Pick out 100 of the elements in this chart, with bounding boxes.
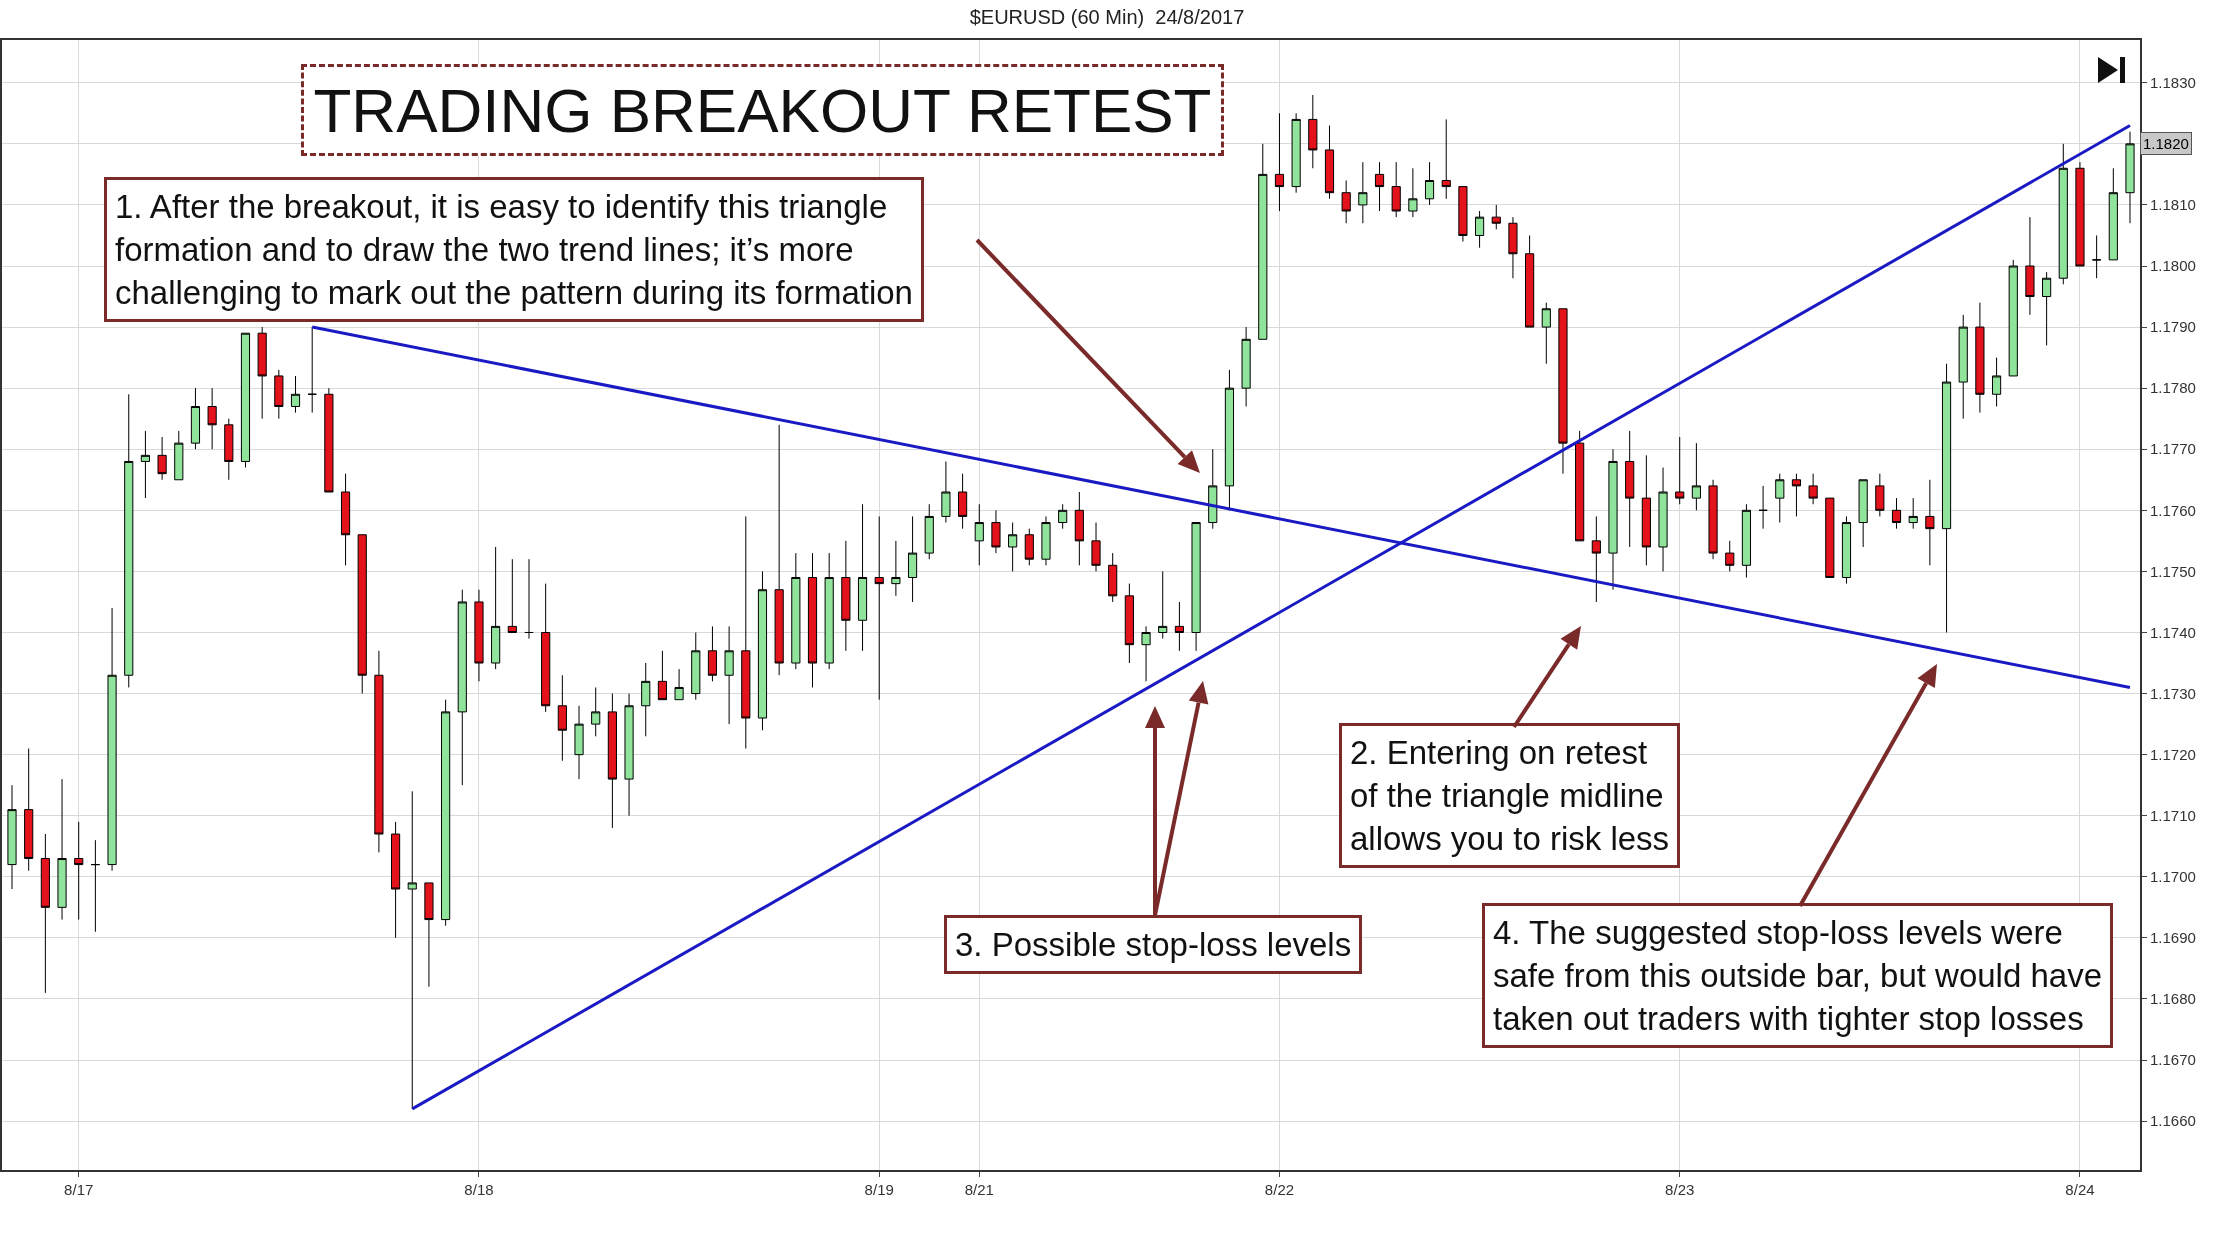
- candlestick: [541, 583, 551, 713]
- candlestick: [607, 693, 617, 829]
- candlestick: [824, 552, 834, 670]
- candlestick: [1625, 430, 1635, 548]
- candlestick: [1141, 625, 1151, 682]
- candlestick: [2042, 271, 2052, 346]
- candlestick: [407, 790, 417, 1110]
- candlestick: [441, 699, 451, 927]
- candlestick: [474, 589, 484, 682]
- candlestick: [1591, 515, 1601, 603]
- candlestick: [974, 503, 984, 566]
- candlestick: [941, 460, 951, 524]
- candlestick: [874, 515, 884, 701]
- y-tick-label: 1.1670: [2150, 1051, 2196, 1069]
- y-tick-label: 1.1730: [2150, 684, 2196, 702]
- y-tick-label: 1.1830: [2150, 74, 2196, 92]
- y-tick-label: 1.1660: [2150, 1112, 2196, 1130]
- candlestick: [1975, 302, 1985, 414]
- candlestick: [1108, 552, 1118, 603]
- candlestick: [1658, 467, 1668, 572]
- candlestick: [1041, 515, 1051, 566]
- candlestick: [1308, 94, 1318, 169]
- candlestick: [1675, 436, 1685, 505]
- candlestick: [1808, 473, 1818, 505]
- x-tick-label: 8/17: [64, 1181, 94, 1198]
- candlestick: [2075, 161, 2085, 267]
- y-tick-label: 1.1700: [2150, 868, 2196, 886]
- y-tick-label: 1.1740: [2150, 623, 2196, 641]
- candlestick: [74, 821, 84, 921]
- candlestick: [1091, 522, 1101, 572]
- candlestick: [1008, 522, 1018, 572]
- candlestick: [1391, 161, 1401, 218]
- candlestick: [1741, 503, 1752, 579]
- text: 1.1820: [2143, 135, 2189, 152]
- candlestick: [991, 509, 1001, 554]
- candlestick: [1124, 583, 1134, 664]
- y-tick-label: 1.1790: [2150, 318, 2196, 336]
- candlestick: [657, 650, 667, 701]
- candlestick: [1241, 326, 1251, 407]
- candlestick: [1475, 210, 1485, 249]
- candlestick: [1825, 497, 1835, 579]
- candlestick: [1941, 363, 1952, 633]
- chart-title: $EURUSD (60 Min) 24/8/2017: [969, 5, 1245, 28]
- candlestick: [1891, 497, 1902, 530]
- candlestick: [1575, 430, 1585, 542]
- y-tick-label: 1.1760: [2150, 501, 2196, 519]
- candlestick: [90, 839, 100, 933]
- candlestick: [1758, 485, 1768, 530]
- candlestick: [1908, 497, 1918, 530]
- candlestick: [40, 833, 50, 994]
- candlestick: [324, 387, 334, 493]
- y-tick-label: 1.1680: [2150, 990, 2196, 1008]
- candlestick: [1508, 216, 1518, 279]
- candlestick: [924, 503, 934, 560]
- candlestick: [1558, 308, 1568, 475]
- y-tick-label: 1.1800: [2150, 257, 2196, 275]
- y-tick-label: 1.1810: [2150, 196, 2196, 214]
- candlestick: [724, 625, 734, 725]
- y-tick-label: 1.1780: [2150, 379, 2196, 397]
- candlestick: [2025, 216, 2035, 316]
- candlestick: [741, 515, 751, 750]
- candlestick: [1525, 234, 1535, 328]
- candlestick: [57, 778, 67, 921]
- annotation: 1. After the breakout, it is easy to identify this triangle formation and to draw the two trend lines; it’s more challenging to mark out the pattern during its formation: [115, 188, 913, 311]
- candlestick: [457, 589, 467, 786]
- candlestick: [1491, 204, 1501, 230]
- candlestick: [891, 540, 901, 597]
- x-tick-label: 8/22: [1264, 1181, 1295, 1198]
- candlestick: [1608, 448, 1618, 591]
- candlestick: [1441, 118, 1451, 200]
- candlestick: [1641, 454, 1651, 566]
- candlestick: [1208, 448, 1218, 530]
- candlestick: [424, 882, 434, 988]
- candlestick: [374, 650, 384, 853]
- candlestick: [1408, 167, 1418, 218]
- candlestick: [491, 546, 501, 670]
- candlestick: [1775, 473, 1785, 524]
- candlestick: [24, 748, 34, 872]
- candlestick: [507, 558, 517, 633]
- annotation: TRADING BREAKOUT RETEST: [301, 64, 1224, 156]
- candlestick: [1024, 528, 1034, 566]
- candlestick: [1725, 540, 1735, 572]
- candlestick: [1374, 161, 1385, 212]
- candlestick: [190, 387, 201, 450]
- annotation: 3. Possible stop-loss levels: [955, 926, 1352, 963]
- candlestick: [1858, 479, 1868, 548]
- candlestick: [2058, 143, 2068, 285]
- candlestick: [1875, 473, 1885, 517]
- candlestick: [691, 631, 701, 701]
- candlestick: [2092, 234, 2102, 279]
- candlestick: [757, 570, 768, 731]
- candlestick: [591, 686, 601, 737]
- candlestick: [1324, 125, 1335, 200]
- candlestick: [357, 534, 367, 695]
- candlestick: [774, 424, 784, 676]
- candlestick: [1358, 161, 1368, 224]
- candlestick: [1341, 179, 1351, 224]
- candlestick: [2125, 131, 2135, 224]
- candlestick: [307, 326, 317, 414]
- y-tick-label: 1.1690: [2150, 929, 2196, 947]
